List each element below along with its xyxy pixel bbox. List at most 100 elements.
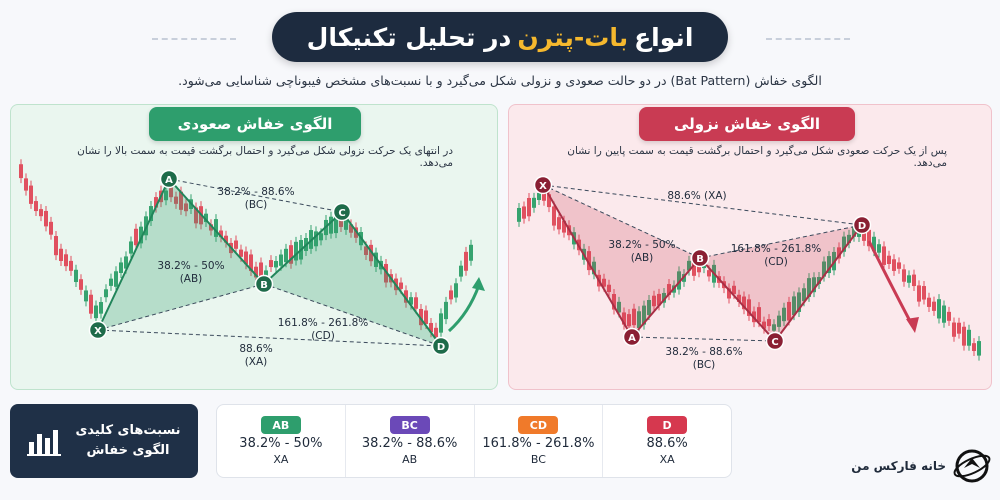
bullish-arrow-head	[472, 277, 485, 291]
candle-body	[837, 247, 841, 259]
candle-body	[872, 236, 876, 252]
bullish-ab-leg: (AB)	[180, 273, 203, 285]
candle-body	[224, 235, 228, 243]
candle-body	[424, 310, 428, 324]
candle-body	[662, 292, 666, 303]
brand-name: خانه فارکس من	[851, 459, 946, 473]
candle-body	[129, 241, 133, 254]
candle-body	[522, 206, 526, 219]
candle-body	[917, 285, 921, 302]
candle-body	[817, 277, 821, 285]
title-end: در تحلیل تکنیکال	[306, 22, 512, 52]
candle-body	[972, 343, 976, 352]
bearish-ac-dash	[631, 336, 776, 342]
candle-body	[762, 321, 766, 329]
candle-body	[239, 249, 243, 257]
bearish-bcd-area	[700, 225, 862, 341]
candle-body	[802, 288, 806, 302]
ratio-leg: XA	[273, 453, 289, 466]
candle-body	[79, 279, 83, 290]
candle-body	[667, 284, 671, 296]
candle-body	[164, 190, 168, 201]
bullish-xab-area	[98, 179, 264, 330]
candle-body	[179, 191, 183, 210]
candle-body	[204, 213, 208, 223]
candle-body	[632, 308, 636, 326]
candle-body	[349, 224, 353, 233]
candle-body	[637, 311, 641, 329]
bullish-cd-leg: (CD)	[311, 330, 335, 342]
candle-body	[24, 178, 28, 191]
bearish-point-d: D	[858, 221, 866, 232]
candle-body	[114, 271, 118, 287]
candle-body	[602, 278, 606, 287]
candle-body	[104, 289, 108, 298]
bearish-xb-dash	[542, 184, 701, 259]
candle-body	[952, 322, 956, 337]
bullish-xd-dash	[97, 329, 442, 347]
bearish-cd-ratio: 161.8% - 261.8%	[731, 243, 822, 255]
candle-body	[99, 302, 103, 314]
ratio-leg: XA	[659, 453, 675, 466]
candle-body	[279, 254, 283, 266]
candle-body	[847, 234, 851, 244]
ratio-badge: AB	[260, 416, 301, 434]
candle-body	[642, 305, 646, 325]
ratio-value: 88.6%	[646, 436, 688, 451]
bearish-point-b: B	[696, 254, 704, 265]
candle-body	[622, 312, 626, 325]
bullish-up-arrow	[447, 284, 481, 333]
candle-body	[329, 216, 333, 234]
ratio-cell-bc: BC 38.2% - 88.6% AB	[346, 405, 475, 477]
candle-body	[807, 278, 811, 297]
candle-body	[464, 251, 468, 271]
bearish-cd-leg: (CD)	[764, 256, 788, 268]
candle-body	[319, 233, 323, 241]
bullish-ab-ratio: 38.2% - 50%	[157, 260, 224, 272]
candle-body	[209, 224, 213, 231]
candle-body	[124, 256, 128, 269]
candle-body	[617, 301, 621, 313]
candle-body	[444, 301, 448, 320]
candle-body	[364, 246, 368, 255]
ratio-badge: D	[647, 416, 688, 434]
candle-body	[294, 241, 298, 261]
candle-body	[692, 259, 696, 276]
candle-body	[59, 248, 63, 261]
candle-body	[89, 294, 93, 314]
candle-body	[557, 217, 561, 230]
candle-body	[184, 203, 188, 212]
candle-body	[867, 229, 871, 247]
candle-body	[607, 284, 611, 292]
candle-body	[139, 226, 143, 244]
bearish-xd-dash	[542, 184, 863, 226]
candle-body	[782, 307, 786, 322]
key-ratios-card: نسبت‌های کلیدی الگوی خفاش	[10, 404, 198, 478]
candle-body	[459, 265, 463, 277]
bullish-point-c: C	[338, 208, 345, 219]
bullish-bc-leg: (BC)	[245, 199, 268, 211]
candle-body	[517, 207, 521, 222]
key-line2: الگوی خفاش	[86, 443, 170, 458]
candle-body	[562, 220, 566, 233]
bullish-point-b: B	[260, 280, 268, 291]
candle-body	[892, 259, 896, 271]
candle-body	[434, 327, 438, 338]
candle-body	[792, 296, 796, 316]
candle-body	[374, 252, 378, 267]
candle-body	[942, 305, 946, 323]
candle-body	[962, 326, 966, 346]
bearish-down-arrow	[867, 240, 913, 324]
bearish-bc-ratio: 38.2% - 88.6%	[665, 346, 742, 358]
candle-body	[469, 244, 473, 261]
candle-body	[777, 315, 781, 327]
candle-body	[787, 301, 791, 321]
candle-body	[399, 282, 403, 289]
candle-body	[369, 244, 373, 262]
candle-body	[154, 197, 158, 208]
candle-body	[907, 275, 911, 283]
bullish-ac-dash	[168, 178, 343, 213]
candle-body	[687, 260, 691, 271]
candle-body	[64, 254, 68, 267]
brand-logo: خانه فارکس من	[851, 446, 992, 486]
